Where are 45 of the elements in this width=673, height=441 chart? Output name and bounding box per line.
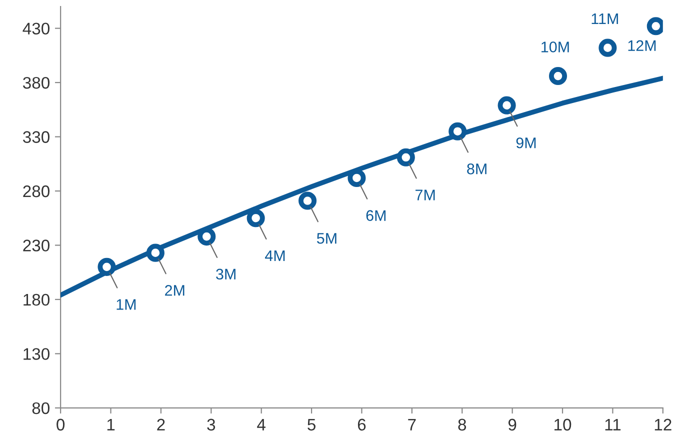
x-tick-label: 3 xyxy=(207,418,216,431)
x-tick-label: 2 xyxy=(157,418,165,430)
x-tick-label: 8 xyxy=(458,418,466,431)
y-tick-label: 180 xyxy=(24,294,50,306)
annotation: 7M xyxy=(416,190,435,200)
x-tick-label: 12 xyxy=(654,418,672,430)
point xyxy=(198,228,216,246)
x-tick-label: 7 xyxy=(408,418,416,430)
x-tick-label: 0 xyxy=(56,418,65,431)
x-tick-label: 11 xyxy=(605,418,621,430)
annotation: 5M xyxy=(316,233,336,244)
y-tick-label: 230 xyxy=(23,240,50,252)
annotation: 3M xyxy=(216,268,236,280)
point xyxy=(98,258,116,276)
point xyxy=(348,168,366,188)
y-tick-label: 80 xyxy=(32,402,50,414)
x-tick-label: 6 xyxy=(358,418,366,431)
x-tick-label: 4 xyxy=(257,418,266,430)
annotation: 11M xyxy=(592,13,618,24)
point xyxy=(298,192,317,210)
x-tick-label: 5 xyxy=(308,418,316,431)
annotation: 8M xyxy=(467,164,486,174)
y-tick-label: 130 xyxy=(24,348,50,360)
annotation: 2M xyxy=(165,284,184,296)
point xyxy=(246,209,265,228)
annotation: 12M xyxy=(628,40,656,51)
point xyxy=(598,38,617,57)
annotation: 6M xyxy=(366,210,386,221)
x-tick-label: 1 xyxy=(107,418,115,430)
point xyxy=(548,67,568,86)
y-tick-label: 330 xyxy=(22,131,50,143)
point xyxy=(448,122,467,140)
x-tick-label: 9 xyxy=(508,418,516,431)
y-tick-label: 380 xyxy=(22,76,50,89)
annotation: 1M xyxy=(116,299,136,310)
point xyxy=(498,96,516,114)
x-tick-label: 10 xyxy=(554,418,572,431)
point xyxy=(146,244,164,262)
line-series xyxy=(60,76,663,298)
y-tick-label: 280 xyxy=(23,185,50,198)
annotation: 4M xyxy=(265,250,285,261)
annotation: 9M xyxy=(516,137,536,148)
point xyxy=(396,148,415,166)
y-tick-label: 430 xyxy=(22,22,50,35)
annotation: 10M xyxy=(542,42,569,52)
